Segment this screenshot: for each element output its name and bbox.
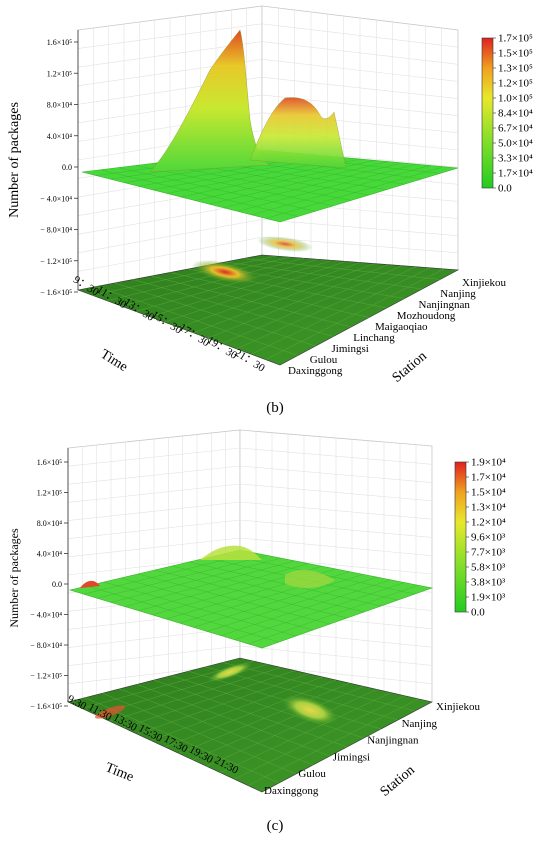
surface-plane [81,29,459,223]
colorbar-tick-label: 1.5×10⁵ [498,48,533,60]
station-tick-label: Nanjing [402,718,438,730]
station-tick-label: Xinjiekou [462,277,506,289]
surface-chart-c: 1.6×10⁵ 1.2×10⁵ 8.0×10⁴ 4.0×10⁴ 0.0 − 4.0×10⁴… [7,429,506,834]
z-tick-label: − 1.6×10⁵ [30,702,62,711]
colorbar-tick-label: 1.9×10³ [471,592,506,604]
colorbar-tick-label: 1.5×10⁴ [471,487,506,499]
z-tick-label: − 1.2×10⁵ [30,672,62,681]
colorbar-tick-label: 3.8×10³ [471,577,506,589]
colorbar: 1.9×10⁴ 1.7×10⁴ 1.5×10⁴ 1.3×10⁴ 1.2×10⁴ 9.6×1… [454,457,506,619]
colorbar-tick-label: 1.7×10⁴ [471,472,506,484]
station-tick-label: Daxinggong [288,365,343,377]
colorbar-tick-label: 1.3×10⁵ [498,63,533,75]
chart-panel-b: 1.6×10⁵ 1.2×10⁵ 8.0×10⁴ 4.0×10⁴ 0.0 − 4.0×10⁴… [0,0,550,420]
colorbar-tick-label: 1.2×10⁴ [471,517,506,529]
z-axis: 1.6×10⁵ 1.2×10⁵ 8.0×10⁴ 4.0×10⁴ 0.0 − 4.0×10⁴… [7,30,79,297]
z-axis-title: Number of packages [7,528,21,628]
z-tick-label: 0.0 [62,163,72,172]
panel-label: (b) [266,400,284,416]
z-tick-label: − 4.0×10⁴ [40,194,72,203]
time-axis-title: Time [103,760,136,785]
z-tick-label: − 1.2×10⁵ [40,257,72,266]
z-tick-label: − 8.0×10⁴ [40,226,72,235]
z-tick-label: 4.0×10⁴ [47,132,73,141]
colorbar-tick-label: 1.0×10⁵ [498,93,533,105]
z-tick-label: 1.2×10⁵ [47,69,73,78]
z-tick-label: 8.0×10⁴ [47,101,73,110]
colorbar-tick-label: 1.2×10⁵ [498,78,533,90]
colorbar-tick-label: 5.0×10⁴ [498,138,533,150]
colorbar-tick-label: 5.8×10³ [471,562,506,574]
z-axis-title: Number of packages [7,102,22,218]
colorbar-tick-label: 8.4×10⁴ [498,108,533,120]
station-tick-label: Xinjiekou [436,701,480,713]
z-tick-label: 4.0×10⁴ [37,550,63,559]
station-axis-title: Station [378,763,418,800]
station-axis: DaxinggongGulouJimingsiLinchangMaigaoqia… [288,277,506,386]
z-tick-label: 1.6×10⁵ [47,38,73,47]
station-tick-label: Nanjingnan [419,299,471,311]
station-tick-label: Gulou [310,354,338,366]
chart-panel-c: 1.6×10⁵ 1.2×10⁵ 8.0×10⁴ 4.0×10⁴ 0.0 − 4.0×10⁴… [0,420,550,842]
colorbar-tick-label: 6.7×10⁴ [498,123,533,135]
z-tick-label: − 8.0×10⁴ [30,641,62,650]
surface-plane [68,545,434,649]
station-tick-label: Nanjing [440,288,476,300]
floor-heatmap [67,657,433,793]
z-tick-label: 1.6×10⁵ [37,458,63,467]
colorbar-tick-label: 1.3×10⁴ [471,502,506,514]
surface-chart-b: 1.6×10⁵ 1.2×10⁵ 8.0×10⁴ 4.0×10⁴ 0.0 − 4.0×10⁴… [7,5,533,416]
colorbar-tick-label: 0.0 [498,183,512,195]
z-tick-label: 1.2×10⁵ [37,489,63,498]
station-tick-label: Jimingsi [333,751,370,763]
station-tick-label: Daxinggong [264,785,319,797]
colorbar-tick-label: 1.7×10⁴ [498,168,533,180]
colorbar-tick-label: 3.3×10⁴ [498,153,533,165]
floor-heatmap [76,236,460,366]
z-tick-label: − 1.6×10⁵ [40,288,72,297]
station-axis-title: Station [390,349,430,386]
time-axis-title: Time [98,347,131,375]
z-axis: 1.6×10⁵ 1.2×10⁵ 8.0×10⁴ 4.0×10⁴ 0.0 − 4.0×10⁴… [7,448,69,711]
z-tick-label: − 4.0×10⁴ [30,611,62,620]
colorbar: 1.7×10⁵ 1.5×10⁵ 1.3×10⁵ 1.2×10⁵ 1.0×10⁵ 8.4×1… [481,33,533,195]
panel-label: (c) [267,818,284,834]
z-tick-label: 0.0 [52,580,62,589]
station-tick-label: Linchang [353,332,395,344]
z-tick-label: 8.0×10⁴ [37,519,63,528]
station-tick-label: Jimingsi [332,343,369,355]
colorbar-tick-label: 9.6×10³ [471,532,506,544]
colorbar-tick-label: 0.0 [471,607,485,619]
station-tick-label: Maigaoqiao [375,321,428,333]
station-tick-label: Mozhoudong [397,310,456,322]
colorbar-tick-label: 1.9×10⁴ [471,457,506,469]
station-tick-label: Gulou [298,768,326,780]
station-tick-label: Nanjingnan [367,735,419,747]
station-axis: Daxinggong Gulou Jimingsi Nanjingnan Nanjing… [264,701,480,800]
colorbar-tick-label: 1.7×10⁵ [498,33,533,45]
colorbar-tick-label: 7.7×10³ [471,547,506,559]
